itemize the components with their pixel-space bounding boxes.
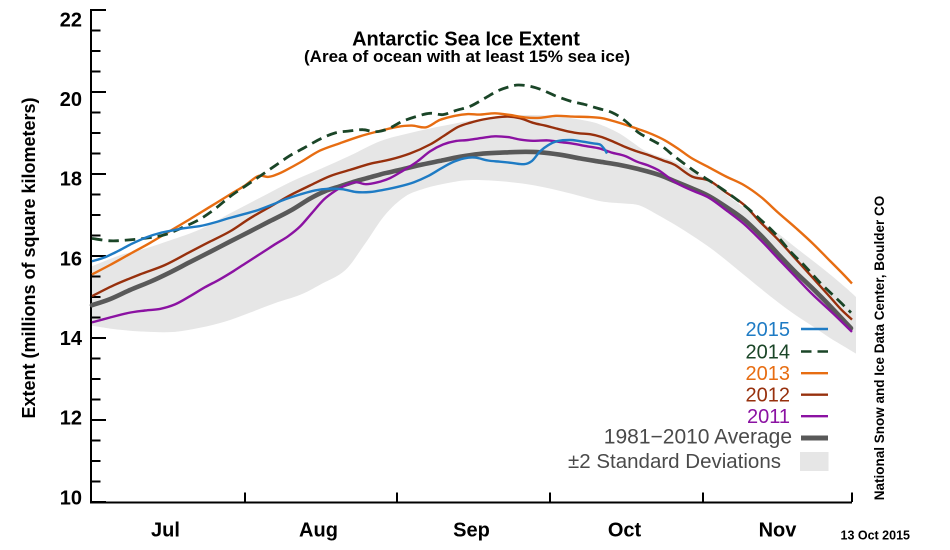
svg-text:12: 12 [60,408,82,430]
svg-text:18: 18 [60,169,82,191]
svg-text:2014: 2014 [746,342,791,364]
svg-text:20: 20 [60,89,82,111]
svg-text:Oct: Oct [608,520,642,542]
svg-text:22: 22 [60,9,82,31]
svg-text:Extent (millions of square kil: Extent (millions of square kilometers) [19,97,39,418]
svg-text:Aug: Aug [299,520,338,542]
svg-text:2012: 2012 [746,385,791,407]
svg-text:Jul: Jul [151,520,180,542]
svg-text:13 Oct 2015: 13 Oct 2015 [841,529,911,543]
svg-text:Antarctic Sea Ice Extent: Antarctic Sea Ice Extent [352,29,580,51]
svg-text:2013: 2013 [746,363,791,385]
svg-text:16: 16 [60,248,82,270]
svg-text:±2 Standard Deviations: ±2 Standard Deviations [568,450,781,473]
svg-text:Nov: Nov [759,520,798,542]
svg-text:National Snow and Ice Data Cen: National Snow and Ice Data Center, Bould… [872,196,887,501]
svg-text:14: 14 [60,328,83,350]
svg-text:(Area of ocean with at least 1: (Area of ocean with at least 15% sea ice… [304,47,630,66]
svg-text:Sep: Sep [453,520,490,542]
svg-text:2015: 2015 [746,319,791,341]
svg-text:2011: 2011 [747,406,790,428]
svg-text:10: 10 [60,487,82,509]
svg-text:1981−2010 Average: 1981−2010 Average [604,426,792,449]
